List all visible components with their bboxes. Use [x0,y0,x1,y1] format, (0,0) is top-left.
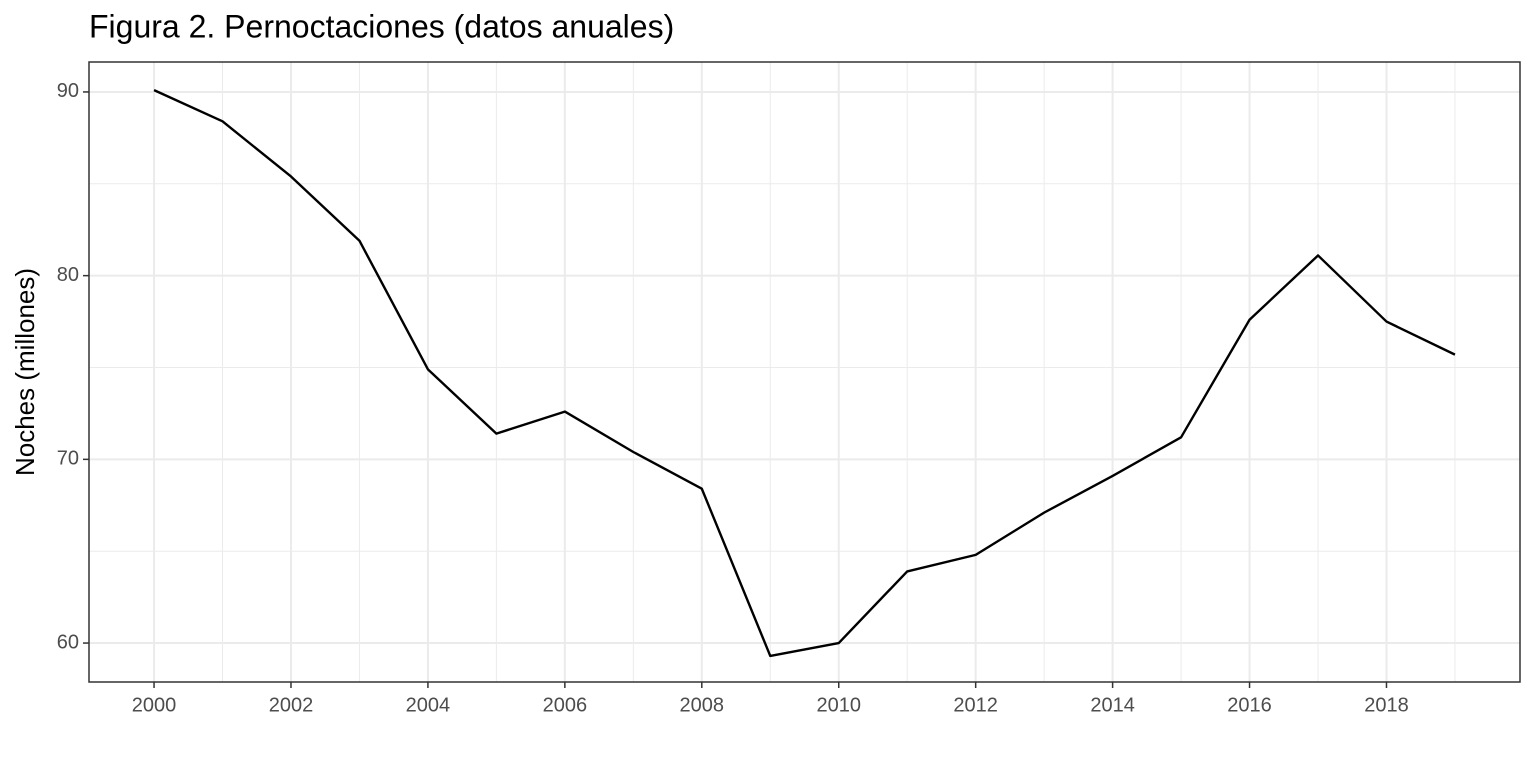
x-tick-label: 2008 [680,694,725,716]
x-tick-label: 2002 [269,694,314,716]
x-tick-label: 2012 [953,694,998,716]
y-tick-label: 80 [57,264,79,286]
panel [89,62,1520,682]
x-tick-label: 2014 [1090,694,1135,716]
x-tick-label: 2010 [816,694,861,716]
x-tick-label: 2004 [406,694,451,716]
x-tick-label: 2000 [132,694,177,716]
y-axis-label: Noches (millones) [10,268,40,476]
panel-border [88,61,1521,683]
y-tick-label: 70 [57,448,79,470]
line [153,89,1456,658]
chart-title: Figura 2. Pernoctaciones (datos anuales) [89,8,674,44]
x-tick-label: 2016 [1227,694,1272,716]
y-tick-label: 90 [57,80,79,102]
x-tick-label: 2006 [543,694,588,716]
y-tick-label: 60 [57,631,79,653]
x-tick-label: 2018 [1364,694,1409,716]
